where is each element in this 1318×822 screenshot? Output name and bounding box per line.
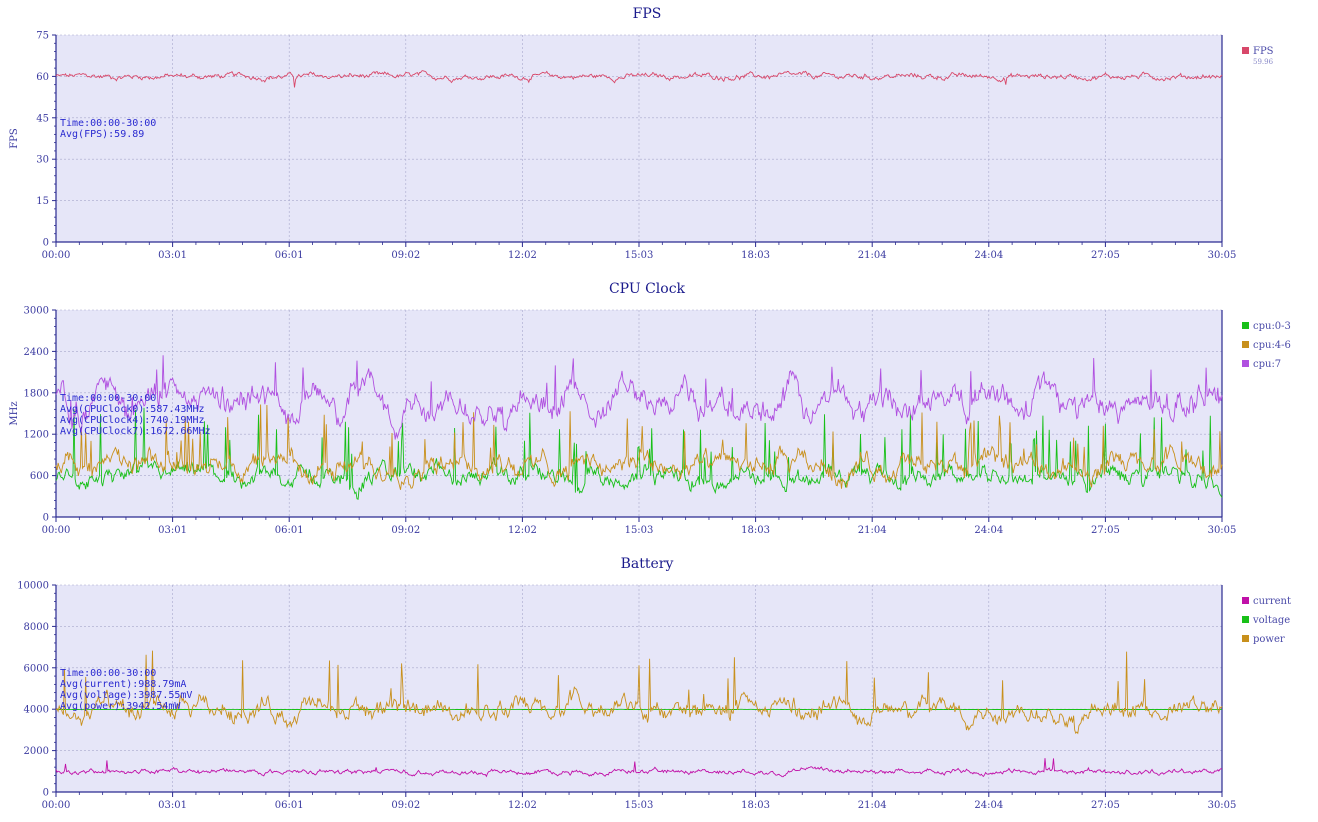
- legend-swatch: [1242, 341, 1249, 348]
- x-tick-label: 06:01: [275, 250, 304, 261]
- legend-swatch: [1242, 616, 1249, 623]
- legend-label: power: [1253, 634, 1285, 645]
- x-tick-label: 00:00: [42, 525, 71, 536]
- legend-swatch: [1242, 322, 1249, 329]
- legend-swatch: [1242, 597, 1249, 604]
- plot-area: [56, 35, 1222, 242]
- x-tick-label: 30:05: [1208, 800, 1237, 811]
- x-tick-label: 03:01: [158, 250, 187, 261]
- y-tick-label: 10000: [17, 581, 49, 592]
- plot-area: [56, 585, 1222, 792]
- x-tick-label: 27:05: [1091, 800, 1120, 811]
- x-tick-label: 21:04: [858, 250, 887, 261]
- x-tick-label: 15:03: [625, 800, 654, 811]
- stat-annotation: Avg(CPUClock4):740.19MHz: [60, 415, 205, 426]
- legend-label: voltage: [1252, 615, 1290, 626]
- x-tick-label: 15:03: [625, 250, 654, 261]
- legend-sublabel: 59.96: [1253, 58, 1274, 66]
- y-tick-label: 1200: [24, 430, 49, 441]
- x-tick-label: 09:02: [391, 800, 420, 811]
- series-line-cpu-7: [55, 355, 1223, 440]
- x-tick-label: 00:00: [42, 800, 71, 811]
- x-tick-label: 06:01: [275, 800, 304, 811]
- legend-label: cpu:7: [1253, 359, 1281, 370]
- legend-label: cpu:0-3: [1253, 321, 1291, 332]
- y-tick-label: 2400: [24, 347, 49, 358]
- stat-annotation: Time:00:00-30:00: [60, 668, 156, 679]
- y-tick-label: 6000: [24, 663, 49, 674]
- x-tick-label: 24:04: [974, 250, 1003, 261]
- y-tick-label: 1800: [24, 388, 49, 399]
- chart-title: FPS: [633, 6, 662, 22]
- x-tick-label: 18:03: [741, 525, 770, 536]
- legend-swatch: [1242, 47, 1249, 54]
- x-tick-label: 03:01: [158, 525, 187, 536]
- x-tick-label: 30:05: [1208, 250, 1237, 261]
- x-tick-label: 21:04: [858, 525, 887, 536]
- y-tick-label: 0: [43, 513, 49, 524]
- y-tick-label: 30: [36, 155, 49, 166]
- x-tick-label: 27:05: [1091, 250, 1120, 261]
- stat-annotation: Avg(CPUClock7):1672.66MHz: [60, 426, 211, 437]
- legend-label: FPS: [1253, 46, 1274, 57]
- chart-panel-2: CPU Clock 0 600 1200 1800 2400 3000 00:00 03:01 0…: [9, 281, 1291, 536]
- series-line-current: [55, 758, 1223, 778]
- legend-swatch: [1242, 360, 1249, 367]
- series-line-cpu-4-6: [55, 404, 1223, 490]
- x-tick-label: 03:01: [158, 800, 187, 811]
- legend-label: current: [1253, 596, 1291, 607]
- stat-annotation: Avg(voltage):3987.55mV: [60, 690, 192, 701]
- x-tick-label: 18:03: [741, 800, 770, 811]
- x-tick-label: 24:04: [974, 525, 1003, 536]
- x-tick-label: 12:02: [508, 525, 537, 536]
- y-tick-label: 15: [36, 196, 49, 207]
- x-tick-label: 00:00: [42, 250, 71, 261]
- chart-title: Battery: [621, 556, 674, 572]
- legend-label: cpu:4-6: [1253, 340, 1291, 351]
- x-tick-label: 18:03: [741, 250, 770, 261]
- y-tick-label: 8000: [24, 622, 49, 633]
- x-tick-label: 12:02: [508, 800, 537, 811]
- y-tick-label: 75: [36, 31, 49, 42]
- x-tick-label: 12:02: [508, 250, 537, 261]
- y-tick-label: 0: [43, 788, 49, 799]
- chart-panel-3: Battery 0 2000 4000 6000 8000 10000 00:00 03:01 0…: [17, 556, 1291, 811]
- chart-title: CPU Clock: [609, 281, 686, 297]
- y-tick-label: 3000: [24, 306, 49, 317]
- y-tick-label: 60: [36, 72, 49, 83]
- x-tick-label: 06:01: [275, 525, 304, 536]
- stat-annotation: Avg(CPUClock0):587.43MHz: [60, 404, 205, 415]
- stat-annotation: Time:00:00-30:00: [60, 118, 156, 129]
- stat-annotation: Time:00:00-30:00: [60, 393, 156, 404]
- stat-annotation: Avg(FPS):59.89: [60, 129, 144, 140]
- y-axis-label: FPS: [9, 128, 20, 149]
- chart-panel-1: FPS 0 15 30 45 60 75 00:00 03:01 06:01 09:02 12:02 1…: [9, 6, 1274, 261]
- series-line-cpu-0-3: [55, 407, 1223, 500]
- series-line-FPS: [55, 70, 1223, 88]
- stat-annotation: Avg(current):988.79mA: [60, 679, 186, 690]
- x-tick-label: 15:03: [625, 525, 654, 536]
- y-tick-label: 0: [43, 238, 49, 249]
- x-tick-label: 09:02: [391, 525, 420, 536]
- stat-annotation: Avg(power):3942.54mW: [60, 701, 181, 712]
- series-line-power: [55, 650, 1223, 735]
- x-tick-label: 27:05: [1091, 525, 1120, 536]
- y-tick-label: 2000: [24, 746, 49, 757]
- y-tick-label: 4000: [24, 705, 49, 716]
- x-tick-label: 24:04: [974, 800, 1003, 811]
- y-tick-label: 45: [36, 113, 49, 124]
- y-axis-label: MHz: [9, 401, 20, 425]
- x-tick-label: 21:04: [858, 800, 887, 811]
- legend-swatch: [1242, 635, 1249, 642]
- x-tick-label: 30:05: [1208, 525, 1237, 536]
- x-tick-label: 09:02: [391, 250, 420, 261]
- y-tick-label: 600: [30, 471, 49, 482]
- plot-area: [56, 310, 1222, 517]
